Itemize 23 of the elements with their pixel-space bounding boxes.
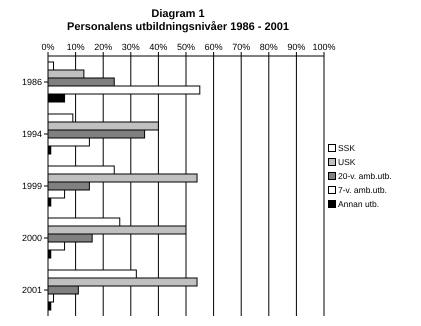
x-tick-label: 10%	[66, 42, 85, 52]
y-tick-label: 2000	[22, 233, 42, 244]
y-tick-label: 1999	[22, 181, 42, 192]
x-tick-label: 50%	[176, 42, 196, 52]
legend-label: USK	[338, 156, 356, 169]
x-tick-label: 40%	[149, 42, 168, 52]
y-tick-label: 1986	[22, 77, 42, 88]
x-tick-label: 0%	[41, 42, 55, 52]
x-tick-label: 80%	[260, 42, 278, 52]
legend-label: 7-v. amb.utb.	[338, 184, 387, 197]
x-tick-label: 90%	[287, 42, 306, 52]
y-tick-label: 2001	[22, 285, 42, 296]
x-tick-label: 100%	[312, 42, 336, 52]
chart-title: Diagram 1	[150, 8, 206, 21]
chart-subtitle: Personalens utbildningsnivåer 1986 - 2001	[66, 21, 290, 34]
x-tick-label: 70%	[232, 42, 250, 52]
legend-label: 20-v. amb.utb.	[338, 170, 392, 183]
x-tick-label: 60%	[204, 42, 223, 52]
x-tick-label: 20%	[94, 42, 112, 52]
legend-label: SSK	[338, 142, 356, 155]
legend-label: Annan utb.	[338, 198, 380, 211]
x-tick-label: 30%	[122, 42, 140, 52]
y-tick-label: 1994	[22, 129, 42, 140]
